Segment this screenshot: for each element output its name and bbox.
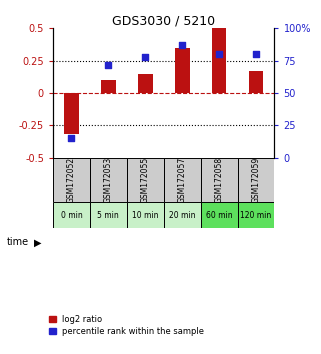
Text: 120 min: 120 min (240, 211, 272, 220)
Bar (175, 48, 189, 93)
Point (106, 62, 111, 67)
Text: ▶: ▶ (34, 238, 41, 247)
Bar (53, 202, 90, 228)
Point (143, 54, 148, 59)
Bar (212, 28, 226, 93)
Text: 5 min: 5 min (98, 211, 119, 220)
Point (216, 51, 221, 57)
Bar (127, 202, 164, 228)
Point (69, 135, 74, 141)
Bar (238, 158, 274, 202)
Bar (138, 74, 152, 93)
Text: GSM172053: GSM172053 (104, 157, 113, 203)
Point (179, 42, 185, 48)
Bar (164, 158, 201, 202)
Text: GSM172057: GSM172057 (178, 157, 187, 203)
Bar (248, 71, 263, 93)
Legend: log2 ratio, percentile rank within the sample: log2 ratio, percentile rank within the s… (49, 315, 204, 336)
Text: 60 min: 60 min (206, 211, 232, 220)
Bar (127, 158, 164, 202)
Text: GSM172058: GSM172058 (214, 157, 224, 203)
Point (253, 51, 258, 57)
Bar (64, 93, 79, 135)
Bar (201, 158, 238, 202)
Text: 20 min: 20 min (169, 211, 195, 220)
Bar (90, 202, 127, 228)
Text: GSM172052: GSM172052 (67, 157, 76, 203)
Text: 0 min: 0 min (61, 211, 82, 220)
Bar (101, 80, 116, 93)
Text: GSM172055: GSM172055 (141, 157, 150, 203)
Bar (201, 202, 238, 228)
Title: GDS3030 / 5210: GDS3030 / 5210 (112, 14, 215, 27)
Bar (53, 158, 90, 202)
Bar (164, 202, 201, 228)
Bar (90, 158, 127, 202)
Bar (238, 202, 274, 228)
Text: GSM172059: GSM172059 (251, 157, 261, 203)
Text: 10 min: 10 min (132, 211, 159, 220)
Text: time: time (6, 238, 29, 247)
